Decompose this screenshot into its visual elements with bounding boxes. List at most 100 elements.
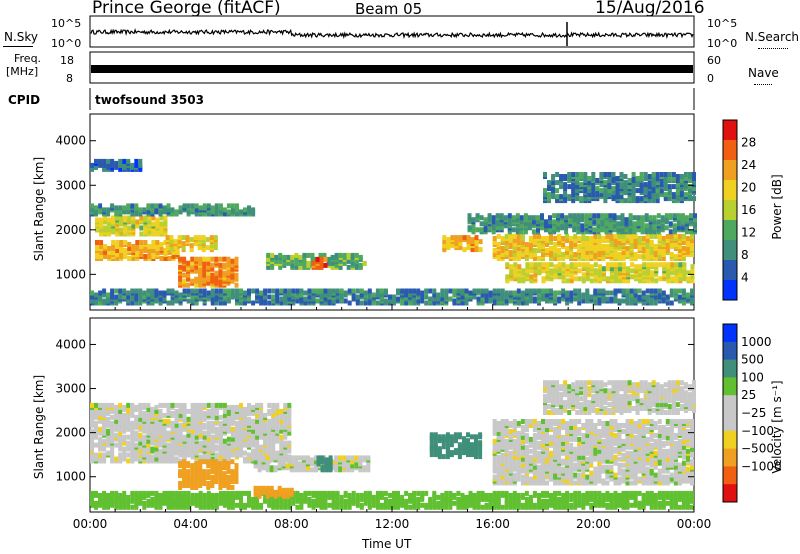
- heatmap-cell: [375, 288, 380, 294]
- heatmap-cell: [214, 270, 219, 276]
- heatmap-cell: [532, 419, 537, 424]
- heatmap-cell: [190, 408, 195, 414]
- heatmap-cell: [362, 465, 367, 471]
- heatmap-cell: [626, 266, 631, 272]
- power-colorbar-tick: 16: [741, 203, 756, 217]
- heatmap-cell: [346, 252, 351, 258]
- heatmap-cell: [190, 260, 195, 266]
- heatmap-cell: [202, 434, 207, 440]
- heatmap-cell: [589, 236, 594, 241]
- heatmap-cell: [412, 296, 417, 302]
- heatmap-cell: [311, 260, 316, 266]
- heatmap-cell: [218, 420, 223, 426]
- heatmap-cell: [110, 203, 115, 209]
- heatmap-cell: [257, 459, 262, 465]
- heatmap-cell: [178, 406, 183, 412]
- heatmap-cell: [103, 244, 108, 249]
- heatmap-cell: [537, 458, 541, 464]
- heatmap-cell: [581, 252, 586, 257]
- heatmap-cell: [94, 452, 98, 458]
- heatmap-cell: [649, 240, 654, 245]
- heatmap-cell: [445, 440, 450, 446]
- heatmap-cell: [563, 186, 568, 192]
- heatmap-cell: [287, 402, 292, 408]
- heatmap-cell: [660, 225, 665, 231]
- heatmap-cell: [291, 300, 296, 306]
- heatmap-cell: [474, 450, 478, 456]
- heatmap-cell: [202, 402, 207, 408]
- heatmap-cell: [282, 254, 287, 260]
- heatmap-cell: [362, 260, 367, 266]
- heatmap-cell: [452, 298, 457, 304]
- heatmap-cell: [573, 252, 578, 257]
- heatmap-cell: [516, 462, 521, 468]
- heatmap-cell: [673, 288, 678, 294]
- heatmap-cell: [593, 288, 598, 294]
- heatmap-cell: [189, 247, 194, 253]
- heatmap-cell: [119, 227, 124, 233]
- heatmap-cell: [458, 235, 463, 241]
- heatmap-cell: [537, 298, 541, 304]
- heatmap-cell: [243, 442, 247, 448]
- heatmap-cell: [362, 455, 367, 461]
- heatmap-cell: [222, 454, 227, 460]
- heatmap-cell: [531, 219, 536, 225]
- heatmap-cell: [517, 276, 522, 282]
- heatmap-cell: [205, 237, 210, 243]
- heatmap-cell: [247, 288, 251, 294]
- heatmap-cell: [519, 215, 524, 221]
- heatmap-cell: [127, 246, 132, 251]
- heatmap-cell: [170, 207, 175, 213]
- heatmap-cell: [194, 402, 199, 408]
- heatmap-cell: [138, 292, 143, 298]
- heatmap-cell: [630, 274, 635, 280]
- heatmap-cell: [692, 196, 696, 202]
- heatmap-cell: [500, 288, 505, 294]
- heatmap-cell: [142, 402, 147, 408]
- nsearch-dotted: [758, 48, 788, 49]
- heatmap-cell: [392, 298, 396, 304]
- heatmap-cell: [154, 203, 159, 209]
- heatmap-cell: [453, 448, 458, 454]
- heatmap-cell: [354, 463, 359, 469]
- heatmap-cell: [267, 408, 272, 414]
- heatmap-cell: [545, 262, 550, 268]
- heatmap-cell: [90, 446, 94, 452]
- heatmap-cell: [226, 256, 231, 262]
- heatmap-cell: [504, 240, 509, 245]
- heatmap-cell: [557, 458, 562, 464]
- power-ytick-label: 4000: [55, 134, 86, 148]
- power-colorbar-segment: [723, 260, 737, 281]
- heatmap-cell: [668, 229, 673, 235]
- heatmap-cell: [259, 410, 264, 416]
- heatmap-cell: [170, 420, 175, 426]
- heatmap-cell: [470, 452, 474, 458]
- heatmap-cell: [94, 300, 98, 306]
- heatmap-cell: [134, 430, 139, 436]
- heatmap-cell: [429, 432, 434, 438]
- heatmap-cell: [579, 182, 584, 188]
- heatmap-cell: [134, 288, 139, 294]
- heatmap-cell: [624, 217, 629, 223]
- heatmap-cell: [222, 256, 227, 262]
- heatmap-cell: [269, 465, 274, 471]
- heatmap-cell: [371, 300, 376, 306]
- heatmap-cell: [110, 408, 115, 414]
- heatmap-cell: [271, 402, 276, 408]
- heatmap-cell: [441, 444, 446, 450]
- heatmap-cell: [520, 429, 525, 434]
- heatmap-cell: [445, 432, 450, 438]
- heatmap-cell: [267, 418, 272, 424]
- heatmap-cell: [532, 478, 537, 484]
- heatmap-cell: [194, 300, 199, 306]
- heatmap-cell: [122, 446, 127, 452]
- heatmap-cell: [230, 469, 235, 475]
- heatmap-cell: [655, 198, 660, 204]
- heatmap-cell: [565, 454, 570, 460]
- heatmap-cell: [545, 419, 549, 424]
- heatmap-cell: [194, 434, 199, 440]
- heatmap-cell: [251, 404, 256, 410]
- heatmap-cell: [492, 236, 497, 241]
- vel-region-4: [429, 432, 483, 460]
- heatmap-cell: [520, 419, 525, 424]
